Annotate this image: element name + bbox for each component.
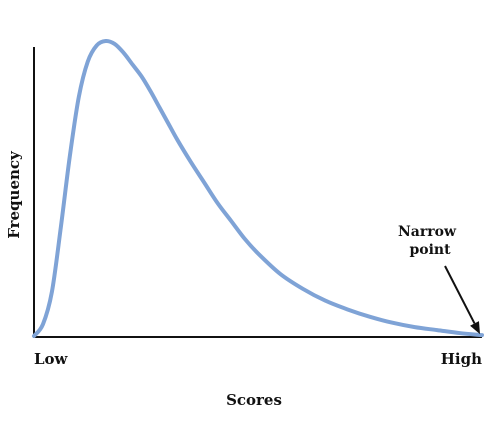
annotation-line-2: point (409, 242, 451, 258)
annotation: Narrow point (398, 224, 480, 335)
x-tick-label-low: Low (34, 350, 69, 368)
frequency-curve (32, 38, 484, 338)
axes (33, 47, 482, 338)
x-tick-label-high: High (441, 350, 482, 368)
annotation-arrow (444, 265, 476, 324)
x-axis-label: Scores (226, 391, 282, 409)
annotation-line-1: Narrow (398, 224, 457, 240)
y-axis-label: Frequency (5, 150, 23, 239)
annotation-arrow-head (470, 321, 480, 335)
